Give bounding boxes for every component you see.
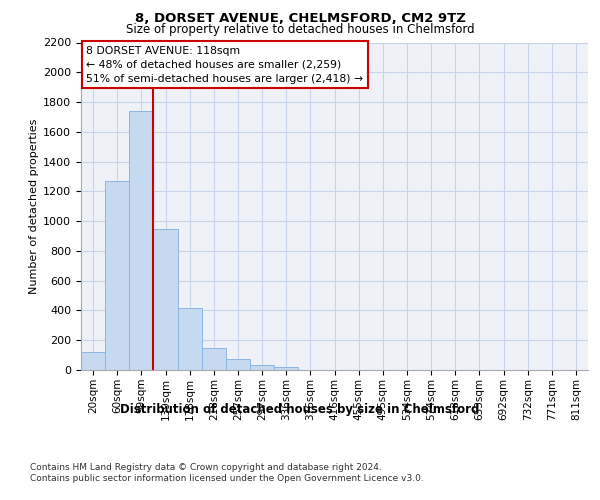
Text: 8 DORSET AVENUE: 118sqm
← 48% of detached houses are smaller (2,259)
51% of semi: 8 DORSET AVENUE: 118sqm ← 48% of detache…	[86, 46, 363, 84]
Bar	[81, 352, 105, 370]
Bar	[202, 348, 226, 370]
Text: Distribution of detached houses by size in Chelmsford: Distribution of detached houses by size …	[121, 402, 479, 415]
Bar	[226, 359, 250, 370]
Bar	[129, 111, 154, 370]
Bar	[178, 308, 202, 370]
Text: 8, DORSET AVENUE, CHELMSFORD, CM2 9TZ: 8, DORSET AVENUE, CHELMSFORD, CM2 9TZ	[134, 12, 466, 24]
Text: Contains public sector information licensed under the Open Government Licence v3: Contains public sector information licen…	[30, 474, 424, 483]
Text: Size of property relative to detached houses in Chelmsford: Size of property relative to detached ho…	[125, 22, 475, 36]
Text: Contains HM Land Registry data © Crown copyright and database right 2024.: Contains HM Land Registry data © Crown c…	[30, 462, 382, 471]
Bar	[250, 365, 274, 370]
Y-axis label: Number of detached properties: Number of detached properties	[29, 118, 39, 294]
Bar	[105, 181, 129, 370]
Bar	[154, 228, 178, 370]
Bar	[274, 367, 298, 370]
